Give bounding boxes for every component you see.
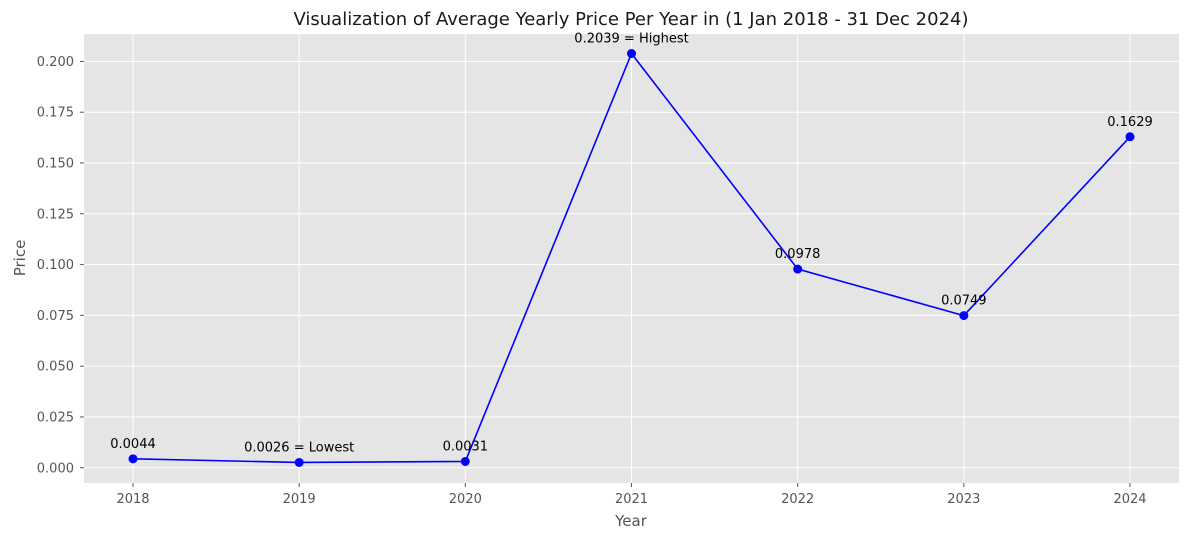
data-label: 0.1629 <box>1107 115 1153 130</box>
data-point <box>793 264 803 274</box>
y-tick-label: 0.100 <box>37 258 74 273</box>
x-tick-label: 2023 <box>947 492 980 507</box>
y-tick-label: 0.200 <box>37 55 74 70</box>
data-point <box>460 456 470 466</box>
data-label: 0.0978 <box>775 247 821 262</box>
y-tick-label: 0.125 <box>37 207 74 222</box>
data-point <box>959 311 969 321</box>
markers <box>128 49 1135 467</box>
data-label: 0.0044 <box>110 437 156 452</box>
y-tick-label: 0.050 <box>37 360 74 375</box>
x-tick-label: 2022 <box>781 492 814 507</box>
data-point <box>627 49 636 59</box>
x-tick-label: 2021 <box>615 492 648 507</box>
ticks: 0.000 0.025 0.050 0.075 0.100 0.125 0.150 0.175… <box>37 55 1147 507</box>
grid <box>84 34 1179 483</box>
data-label: 0.2039 = Highest <box>574 32 688 47</box>
y-tick-label: 0.075 <box>37 309 74 324</box>
data-label: 0.0031 <box>443 439 489 454</box>
y-tick-label: 0.025 <box>37 410 74 425</box>
y-tick-label: 0.150 <box>37 157 74 172</box>
y-tick-label: 0.000 <box>37 461 74 476</box>
x-tick-label: 2018 <box>116 492 149 507</box>
y-axis-label: Price <box>11 240 29 277</box>
data-label: 0.0026 = Lowest <box>244 440 354 455</box>
data-labels: 0.0044 0.0026 = Lowest 0.0031 0.2039 = High… <box>110 32 1153 456</box>
chart-title: Visualization of Average Yearly Price Pe… <box>293 9 968 30</box>
data-point <box>1125 132 1135 142</box>
y-tick-label: 0.175 <box>37 106 74 121</box>
x-axis-label: Year <box>614 512 648 530</box>
x-tick-label: 2020 <box>449 492 482 507</box>
x-tick-label: 2024 <box>1113 492 1146 507</box>
data-label: 0.0749 <box>941 294 987 309</box>
x-tick-label: 2019 <box>283 492 316 507</box>
data-point <box>128 454 138 464</box>
data-point <box>294 457 304 467</box>
